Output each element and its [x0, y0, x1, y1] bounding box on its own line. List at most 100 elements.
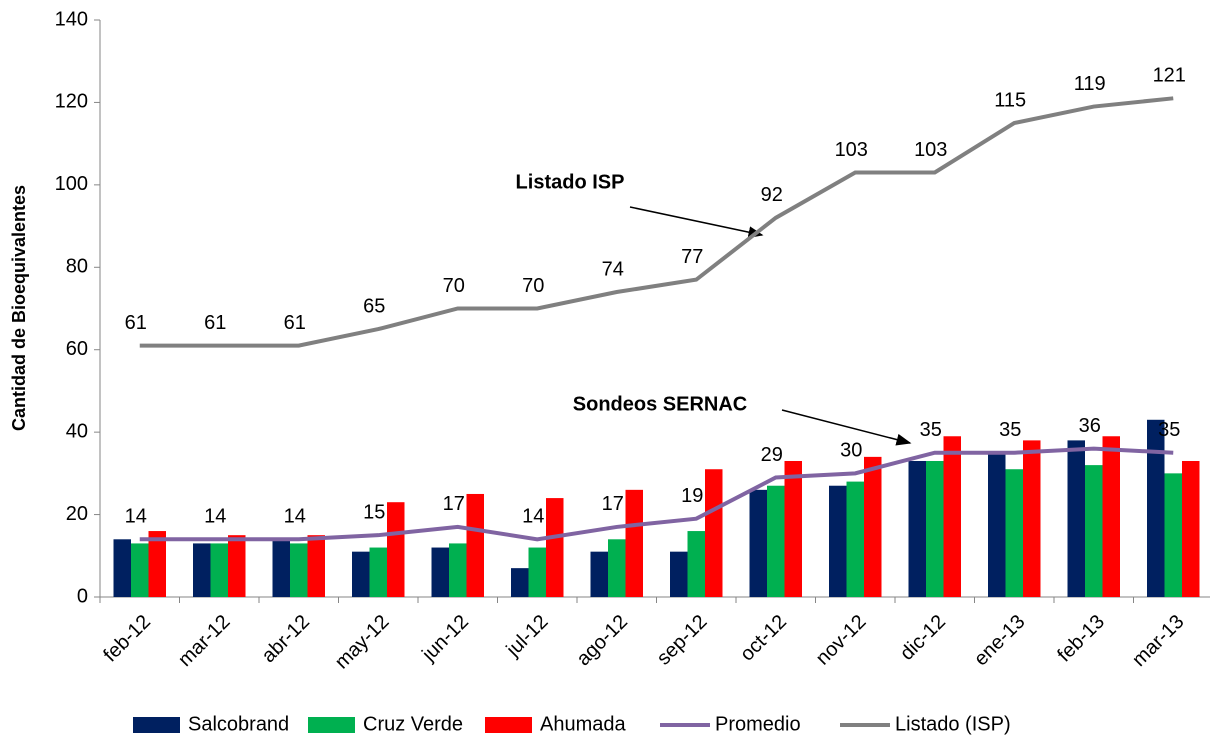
legend-label: Listado (ISP)	[895, 713, 1011, 735]
annotation-arrow	[629, 206, 764, 239]
x-tick-label: mar-13	[1128, 611, 1188, 671]
x-tick-label: sep-12	[653, 611, 712, 670]
bar	[449, 543, 467, 597]
annotation-arrow	[781, 409, 912, 446]
bar	[113, 539, 131, 597]
legend-label: Salcobrand	[188, 713, 289, 735]
bar	[846, 481, 864, 597]
data-label: 70	[443, 275, 465, 297]
bar	[131, 543, 149, 597]
bar	[387, 502, 405, 597]
bar	[307, 535, 325, 597]
annotation: Listado ISP	[516, 171, 625, 193]
bar	[210, 543, 228, 597]
bar	[1085, 465, 1103, 597]
bar	[1023, 440, 1041, 597]
data-label: 77	[681, 246, 703, 268]
bar	[148, 531, 166, 597]
data-label: 35	[1158, 419, 1180, 441]
data-label: 14	[522, 506, 544, 528]
data-label: 19	[681, 485, 703, 507]
data-label: 36	[1079, 415, 1101, 437]
x-tick-label: ago-12	[572, 611, 632, 671]
data-label: 70	[522, 275, 544, 297]
bar	[767, 485, 785, 597]
y-axis-label: Cantidad de Bioequivalentes	[9, 185, 29, 431]
data-label: 119	[1074, 73, 1106, 95]
bar	[511, 568, 529, 597]
bar	[1147, 419, 1165, 597]
bar	[864, 456, 882, 597]
y-tick-label: 140	[55, 8, 88, 30]
bar	[625, 489, 643, 597]
legend-label: Promedio	[715, 713, 801, 735]
data-label: 61	[204, 312, 226, 334]
x-tick-label: feb-12	[99, 611, 155, 667]
data-label: 35	[999, 419, 1021, 441]
bar	[670, 551, 688, 597]
bar	[228, 535, 246, 597]
x-tick-label: dic-12	[896, 611, 950, 665]
bar	[431, 547, 449, 597]
bar	[1182, 460, 1200, 597]
bar	[908, 460, 926, 597]
data-label: 61	[284, 312, 306, 334]
data-label: 14	[284, 506, 306, 528]
data-label: 65	[363, 295, 385, 317]
bar	[352, 551, 370, 597]
bar	[608, 539, 626, 597]
y-tick-label: 20	[66, 503, 88, 525]
x-tick-label: may-12	[331, 611, 394, 674]
data-label: 115	[994, 89, 1026, 111]
data-label: 92	[761, 184, 783, 206]
bar	[1164, 473, 1182, 597]
x-tick-label: mar-12	[174, 611, 234, 671]
data-label: 17	[443, 493, 465, 515]
x-tick-label: jul-12	[502, 611, 553, 662]
bar	[943, 436, 961, 597]
legend-label: Cruz Verde	[363, 713, 463, 735]
bar	[193, 543, 211, 597]
data-label: 103	[914, 139, 947, 161]
bar	[705, 469, 723, 597]
bar	[749, 489, 767, 597]
data-label: 17	[602, 493, 624, 515]
x-tick-label: nov-12	[812, 611, 871, 670]
bar	[784, 460, 802, 597]
x-tick-label: ene-13	[970, 611, 1030, 671]
annotation: Sondeos SERNAC	[573, 393, 747, 415]
data-label: 61	[125, 312, 147, 334]
line	[139, 446, 1174, 542]
legend-label: Ahumada	[540, 713, 626, 735]
bar	[1102, 436, 1120, 597]
y-tick-label: 100	[55, 173, 88, 195]
data-label: 74	[602, 258, 624, 280]
bar	[528, 547, 546, 597]
data-label: 14	[125, 506, 147, 528]
bar	[590, 551, 608, 597]
bar	[466, 493, 484, 597]
y-tick-label: 0	[77, 585, 88, 607]
x-tick-label: abr-12	[258, 611, 314, 667]
bar	[290, 543, 308, 597]
legend-swatch	[485, 717, 532, 733]
bar	[1067, 440, 1085, 597]
bar	[988, 452, 1006, 597]
data-label: 30	[840, 440, 862, 462]
bar	[829, 485, 847, 597]
line	[139, 96, 1174, 348]
bar	[926, 460, 944, 597]
y-tick-label: 120	[55, 91, 88, 113]
data-label: 121	[1153, 65, 1186, 87]
legend-swatch	[308, 717, 355, 733]
x-tick-label: feb-13	[1053, 611, 1109, 667]
data-label: 29	[761, 444, 783, 466]
bar	[369, 547, 387, 597]
data-label: 103	[835, 139, 868, 161]
bar	[272, 539, 290, 597]
data-label: 35	[920, 419, 942, 441]
data-label: 15	[363, 501, 385, 523]
legend-swatch	[133, 717, 180, 733]
x-tick-label: jun-12	[417, 611, 473, 667]
